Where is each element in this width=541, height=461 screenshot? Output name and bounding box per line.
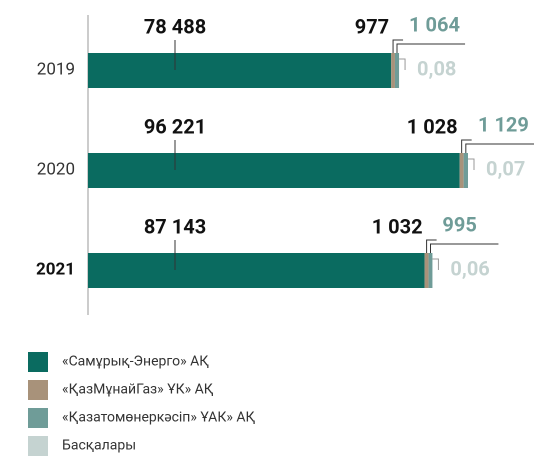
bar-segment [459,153,464,188]
legend-label: Басқалары [62,438,136,454]
legend-swatch [28,352,48,372]
value-label: 1 028 [407,114,458,138]
legend-label: «Самұрық-Энерго» АҚ [62,354,209,370]
leader-line [465,143,534,153]
legend-label: «ҚазМұнайГаз» ҰК» АҚ [62,382,214,398]
value-label: 96 221 [144,114,206,138]
leader-line [396,43,466,53]
bar-segment [424,253,429,288]
bar-segment [463,153,468,188]
category-label: 2021 [36,259,75,279]
leader-line [468,158,475,170]
value-label: 78 488 [144,14,206,38]
bar-segment [391,53,395,88]
bar-segment [428,253,433,288]
value-label: 0,08 [417,56,456,80]
bar-segment [88,153,460,188]
category-label: 2020 [37,159,75,179]
leader-line [461,139,472,153]
leader-line [432,258,439,270]
leader-line [392,39,404,53]
bar-segment [394,53,400,88]
legend-swatch [28,380,48,400]
bar-segment [88,53,392,88]
legend-swatch [28,436,48,456]
leader-line [426,239,437,253]
leader-line [430,243,499,253]
leader-line [399,58,406,70]
value-label: 977 [355,14,389,38]
category-label: 2019 [37,59,75,79]
value-label: 1 064 [409,12,460,36]
value-label: 995 [442,212,476,236]
value-label: 87 143 [144,214,206,238]
legend-swatch [28,408,48,428]
bar-segment [88,253,425,288]
legend-label: «Қазатомөнеркәсіп» ҰАК» АҚ [62,410,255,426]
value-label: 1 129 [478,112,529,136]
value-label: 0,07 [486,156,525,180]
value-label: 1 032 [372,214,423,238]
value-label: 0,06 [450,256,489,280]
